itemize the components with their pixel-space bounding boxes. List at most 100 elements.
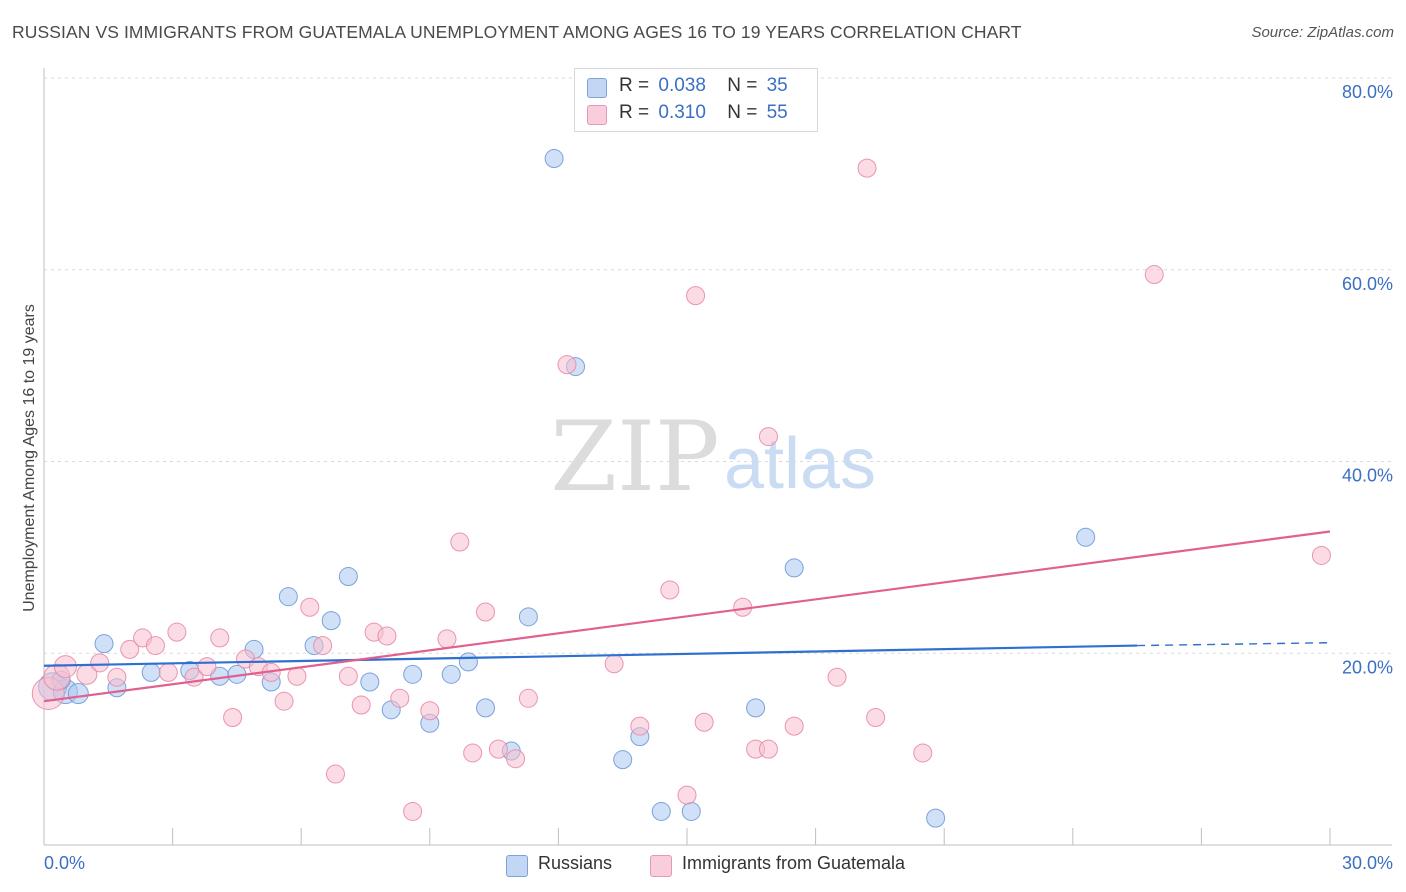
source-label: Source: ZipAtlas.com [1251, 24, 1394, 41]
guatemala-point [107, 667, 127, 687]
chart-title: RUSSIAN VS IMMIGRANTS FROM GUATEMALA UNE… [12, 22, 1022, 42]
guatemala-legend-label: Immigrants from Guatemala [682, 853, 906, 873]
n-value: 35 [766, 75, 788, 96]
x-tick-label: 0.0% [44, 853, 85, 873]
guatemala-point [518, 688, 538, 708]
axes [43, 68, 1392, 846]
guatemala-point [274, 691, 294, 711]
guatemala-point [313, 636, 333, 656]
guatemala-legend-swatch [650, 855, 672, 877]
n-label: N = [727, 102, 758, 123]
russians-point [338, 567, 358, 587]
guatemala-point [857, 158, 877, 178]
guatemala-swatch [587, 105, 607, 125]
guatemala-point [197, 657, 217, 677]
trend-lines [43, 530, 1331, 703]
russians-point [141, 662, 161, 682]
guatemala-point [694, 712, 714, 732]
guatemala-point [300, 597, 320, 617]
russians-point [681, 801, 701, 821]
russians-point [518, 607, 538, 627]
r-label: R = [619, 75, 650, 96]
guatemala-point [1311, 545, 1331, 565]
guatemala-point [223, 707, 243, 727]
russians-point [1076, 527, 1096, 547]
r-label: R = [619, 102, 650, 123]
guatemala-point [686, 286, 706, 306]
n-value: 55 [766, 102, 788, 123]
x-tick-label: 30.0% [1342, 853, 1393, 873]
russians-point [651, 801, 671, 821]
guatemala-point [1144, 265, 1164, 285]
r-value: 0.310 [658, 102, 706, 123]
guatemala-point [604, 654, 624, 674]
series-legend: Russians Immigrants from Guatemala [0, 852, 1406, 878]
guatemala-point [913, 743, 933, 763]
watermark: ZIP atlas [550, 401, 876, 513]
russians-point [784, 558, 804, 578]
guatemala-point [660, 580, 680, 600]
russians-point [613, 750, 633, 770]
guatemala-point [437, 629, 457, 649]
watermark-atlas: atlas [724, 424, 876, 504]
russians-point [746, 698, 766, 718]
scatter-points [31, 149, 1331, 828]
russians-point [926, 808, 946, 828]
guatemala-point [758, 427, 778, 447]
y-tick-label: 80.0% [1342, 82, 1393, 102]
guatemala-point [758, 739, 778, 759]
guatemala-point [403, 801, 423, 821]
stats-legend: R = 0.038 N = 35 R = 0.310 N = 55 [574, 68, 818, 132]
r-value: 0.038 [658, 75, 706, 96]
tick-labels: 20.0% 40.0% 60.0% 80.0% 0.0% 30.0% [44, 82, 1393, 873]
guatemala-point [351, 695, 371, 715]
n-label: N = [727, 75, 758, 96]
russians-legend-swatch [506, 855, 528, 877]
guatemala-point [158, 662, 178, 682]
guatemala-point [210, 628, 230, 648]
russians-legend-label: Russians [538, 853, 613, 873]
guatemala-point [450, 532, 470, 552]
watermark-zip: ZIP [550, 401, 719, 513]
russians-point [360, 672, 380, 692]
guatemala-point [145, 636, 165, 656]
guatemala-point [53, 655, 77, 679]
guatemala-point [827, 667, 847, 687]
russians-point [441, 664, 461, 684]
grid-lines [44, 77, 1392, 654]
guatemala-point [784, 716, 804, 736]
guatemala-point [488, 739, 508, 759]
y-axis-label: Unemployment Among Ages 16 to 19 years [21, 304, 38, 612]
guatemala-point [287, 666, 307, 686]
y-tick-label: 20.0% [1342, 657, 1393, 677]
guatemala-point [866, 707, 886, 727]
guatemala-point [325, 764, 345, 784]
y-tick-label: 40.0% [1342, 466, 1393, 486]
guatemala-point [677, 785, 697, 805]
russians-point [544, 149, 564, 169]
guatemala-point [338, 666, 358, 686]
russians-point [94, 634, 114, 654]
guatemala-point [90, 653, 110, 673]
russians-point [321, 611, 341, 631]
guatemala-point [506, 749, 526, 769]
guatemala-point [167, 622, 187, 642]
guatemala-point [377, 626, 397, 646]
guatemala-point [420, 701, 440, 721]
guatemala-point [463, 743, 483, 763]
guatemala-point [557, 355, 577, 375]
guatemala-trend-line [43, 530, 1331, 703]
guatemala-point [630, 716, 650, 736]
guatemala-point [390, 688, 410, 708]
russians-trend-extension [1137, 642, 1331, 647]
russians-point [278, 587, 298, 607]
y-tick-label: 60.0% [1342, 274, 1393, 294]
russians-point [67, 683, 89, 705]
guatemala-point [120, 639, 140, 659]
russians-swatch [587, 78, 607, 98]
guatemala-point [476, 602, 496, 622]
russians-point [403, 664, 423, 684]
russians-trend-line [43, 644, 1138, 667]
russians-point [458, 652, 478, 672]
